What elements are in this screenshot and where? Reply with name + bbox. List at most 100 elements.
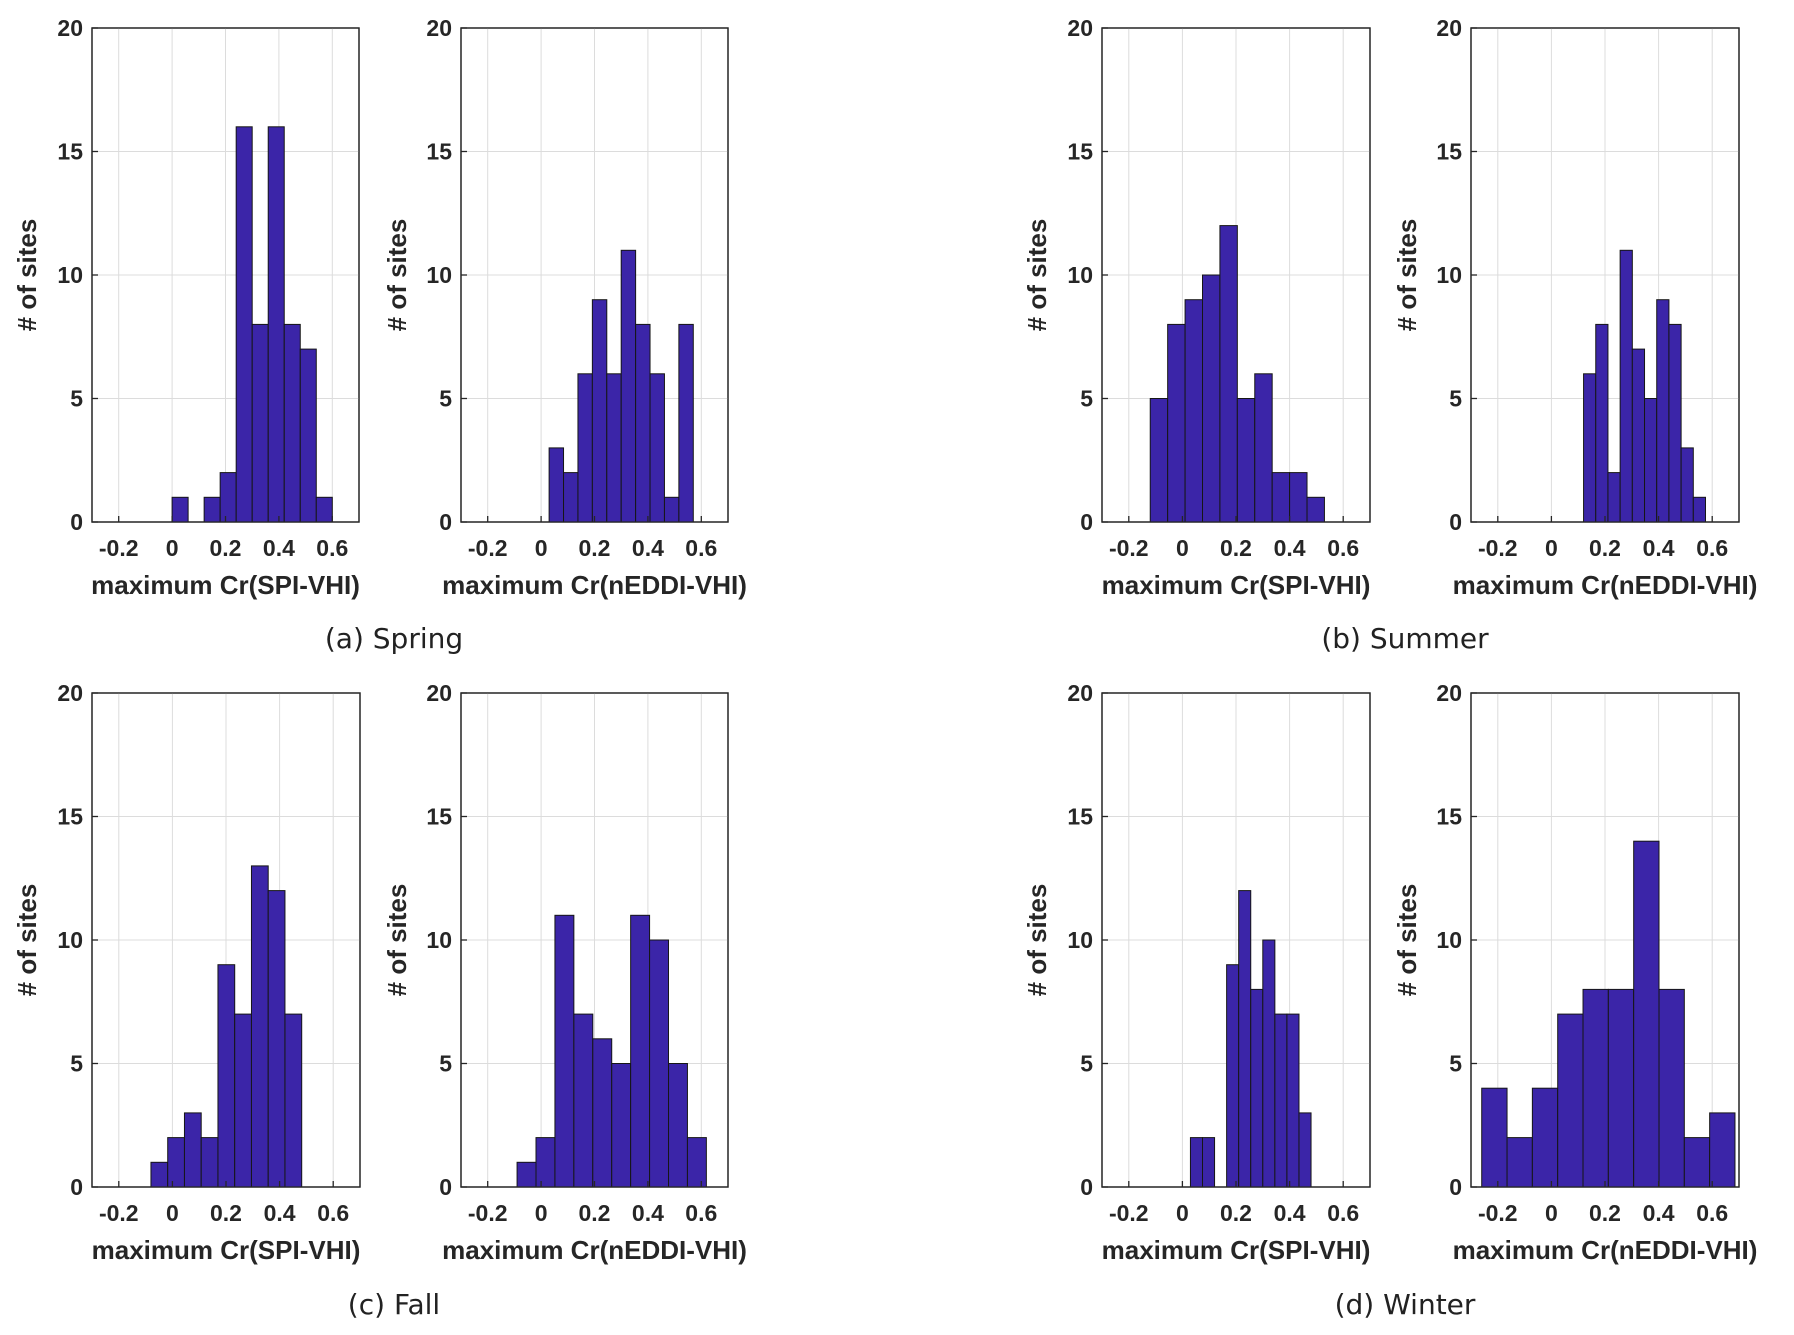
- y-tick-label: 5: [439, 1051, 452, 1077]
- y-tick-label: 5: [1449, 1051, 1462, 1077]
- y-tick-label: 0: [439, 509, 452, 535]
- axes-frame: [460, 27, 729, 523]
- y-axis-label: # of sites: [1392, 884, 1422, 997]
- x-tick-label: -0.2: [1478, 535, 1518, 561]
- axes-frame: [91, 27, 360, 523]
- axes-frame: [1101, 27, 1371, 523]
- x-tick-label: 0.6: [685, 1200, 717, 1226]
- x-tick-label: 0: [1545, 535, 1558, 561]
- x-tick-label: -0.2: [468, 535, 508, 561]
- y-tick-label: 15: [1436, 139, 1462, 165]
- x-tick-label: 0.4: [1643, 1200, 1675, 1226]
- y-tick-label: 5: [1080, 386, 1093, 412]
- y-tick-label: 15: [426, 139, 452, 165]
- x-axis-label: maximum Cr(nEDDI-VHI): [442, 1235, 747, 1265]
- x-axis-label: maximum Cr(nEDDI-VHI): [442, 570, 747, 600]
- x-tick-label: 0.6: [316, 535, 348, 561]
- caption-winter: (d) Winter: [1334, 1288, 1476, 1321]
- y-tick-label: 15: [1067, 139, 1093, 165]
- y-axis-label: # of sites: [1392, 219, 1422, 332]
- x-tick-label: 0.2: [1589, 1200, 1621, 1226]
- x-tick-label: 0.4: [632, 1200, 664, 1226]
- x-tick-label: 0.4: [1643, 535, 1675, 561]
- y-tick-label: 10: [1436, 927, 1462, 953]
- y-tick-label: 15: [1067, 804, 1093, 830]
- y-tick-label: 20: [57, 15, 83, 41]
- histogram-bar: [1633, 840, 1660, 1188]
- y-tick-label: 10: [1436, 262, 1462, 288]
- axes-frame: [1470, 692, 1740, 1188]
- axes-frame: [1470, 27, 1740, 523]
- histogram-fall-neddi-vhi: -0.2 0 0.2 0.4 0.6 0 5 10 15 20 maximum Cr(nEDDI-V…: [382, 680, 747, 1265]
- y-tick-label: 20: [1067, 15, 1093, 41]
- x-tick-label: 0.6: [685, 535, 717, 561]
- x-tick-label: -0.2: [99, 1200, 139, 1226]
- y-tick-label: 5: [70, 1051, 83, 1077]
- x-tick-label: 0.2: [1220, 535, 1252, 561]
- x-tick-label: 0.6: [1696, 1200, 1728, 1226]
- y-tick-label: 10: [1067, 262, 1093, 288]
- x-tick-label: 0.6: [1696, 535, 1728, 561]
- x-tick-label: 0: [1176, 1200, 1189, 1226]
- y-tick-label: 15: [57, 804, 83, 830]
- histogram-bar: [1683, 1137, 1711, 1188]
- y-tick-label: 20: [1436, 680, 1462, 706]
- y-tick-label: 10: [57, 262, 83, 288]
- y-axis-label: # of sites: [1022, 884, 1052, 997]
- y-axis-label: # of sites: [12, 884, 42, 997]
- x-tick-label: 0.2: [210, 1200, 242, 1226]
- x-tick-label: 0.6: [1327, 1200, 1359, 1226]
- x-tick-label: 0: [166, 1200, 179, 1226]
- x-tick-label: -0.2: [1109, 535, 1149, 561]
- x-tick-label: -0.2: [1478, 1200, 1518, 1226]
- x-tick-label: -0.2: [1109, 1200, 1149, 1226]
- x-tick-label: 0: [535, 535, 548, 561]
- x-axis-label: maximum Cr(SPI-VHI): [92, 1235, 361, 1265]
- x-tick-label: 0.6: [1327, 535, 1359, 561]
- histogram-summer-neddi-vhi: -0.2 0 0.2 0.4 0.6 0 5 10 15 20 maximum Cr(nEDDI-V…: [1392, 15, 1757, 600]
- y-tick-label: 20: [1436, 15, 1462, 41]
- x-tick-label: 0: [166, 535, 179, 561]
- histogram-bar: [1658, 988, 1685, 1188]
- x-tick-label: 0.2: [579, 1200, 611, 1226]
- x-axis-label: maximum Cr(SPI-VHI): [91, 570, 360, 600]
- y-tick-label: 15: [426, 804, 452, 830]
- y-tick-label: 5: [439, 386, 452, 412]
- caption-spring: (a) Spring: [324, 622, 464, 655]
- y-tick-label: 0: [70, 509, 83, 535]
- y-axis-label: # of sites: [12, 219, 42, 332]
- x-tick-label: 0.6: [317, 1200, 349, 1226]
- histogram-fall-spi-vhi: -0.2 0 0.2 0.4 0.6 0 5 10 15 20 maximum Cr(SPI-VHI…: [12, 680, 361, 1265]
- x-axis-label: maximum Cr(SPI-VHI): [1102, 570, 1371, 600]
- y-tick-label: 0: [439, 1174, 452, 1200]
- y-tick-label: 5: [1449, 386, 1462, 412]
- caption-fall: (c) Fall: [347, 1288, 441, 1321]
- histogram-winter-spi-vhi: -0.2 0 0.2 0.4 0.6 0 5 10 15 20 maximum Cr(SPI-VHI…: [1022, 680, 1371, 1265]
- x-tick-label: 0.4: [264, 1200, 296, 1226]
- x-tick-label: 0.4: [1274, 1200, 1306, 1226]
- y-tick-label: 20: [426, 15, 452, 41]
- y-tick-label: 10: [426, 927, 452, 953]
- y-tick-label: 10: [1067, 927, 1093, 953]
- x-tick-label: 0: [1176, 535, 1189, 561]
- x-axis-label: maximum Cr(nEDDI-VHI): [1453, 1235, 1758, 1265]
- x-tick-label: 0.2: [1589, 535, 1621, 561]
- y-axis-label: # of sites: [1022, 219, 1052, 332]
- histogram-winter-neddi-vhi: -0.2 0 0.2 0.4 0.6 0 5 10 15 20 maximum Cr(nEDDI-V…: [1392, 680, 1758, 1265]
- x-tick-label: 0.4: [263, 535, 295, 561]
- y-axis-label: # of sites: [382, 884, 412, 997]
- histogram-spring-spi-vhi: -0.2 0 0.2 0.4 0.6 0 5 10 15 20 maximum Cr(SPI-VHI…: [12, 15, 360, 600]
- y-tick-label: 10: [426, 262, 452, 288]
- axes-frame: [91, 692, 361, 1188]
- x-tick-label: 0: [535, 1200, 548, 1226]
- axes-frame: [460, 692, 729, 1188]
- y-tick-label: 20: [1067, 680, 1093, 706]
- y-tick-label: 0: [70, 1174, 83, 1200]
- x-tick-label: 0.2: [579, 535, 611, 561]
- x-tick-label: 0.4: [1274, 535, 1306, 561]
- y-tick-label: 5: [70, 386, 83, 412]
- caption-summer: (b) Summer: [1321, 622, 1489, 655]
- y-tick-label: 15: [1436, 804, 1462, 830]
- x-tick-label: 0: [1545, 1200, 1558, 1226]
